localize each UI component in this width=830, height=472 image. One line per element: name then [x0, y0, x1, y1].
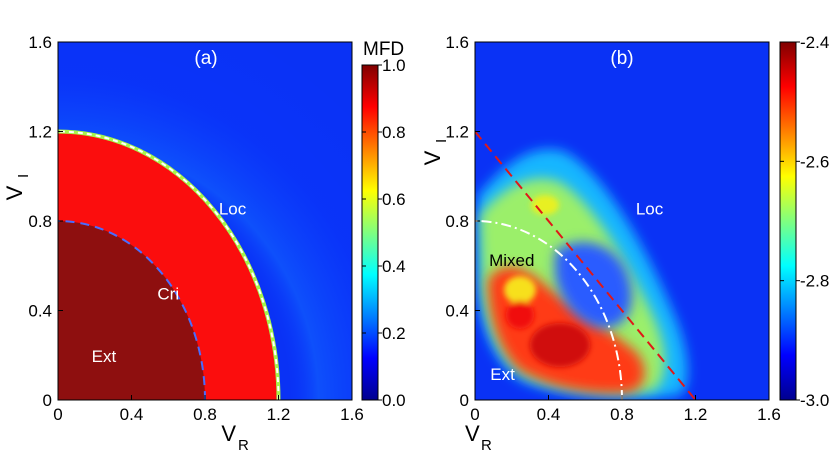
x-tick-label: 0 — [470, 405, 479, 424]
panel-b: 0 0.4 0.8 1.2 1.6 0 0.4 0.8 1.2 1.6 (b) Mixed Loc… — [420, 33, 781, 454]
panel-a-y-label-sub: I — [15, 174, 32, 178]
colorbar-tick-label: 0.6 — [382, 190, 406, 209]
colorbar-tick-label: -2.4 — [800, 33, 829, 52]
y-tick-label: 1.2 — [28, 123, 52, 142]
panel-a-label: (a) — [194, 48, 217, 69]
y-tick-label: 0.8 — [445, 212, 469, 231]
y-tick-label: 1.2 — [445, 123, 469, 142]
panel-b-x-axis: 0 0.4 0.8 1.2 1.6 — [470, 395, 781, 424]
x-tick-label: 1.2 — [267, 405, 291, 424]
y-tick-label: 1.6 — [445, 33, 469, 52]
panel-b-y-label: V — [420, 150, 445, 165]
y-tick-label: 0 — [460, 391, 469, 410]
panel-a-x-label-sub: R — [238, 437, 249, 454]
colorbar-a-title: MFD — [363, 39, 404, 60]
region-label-ext: Ext — [92, 347, 117, 366]
y-tick-label: 0 — [43, 391, 52, 410]
panel-a-x-axis: 0 0.4 0.8 1.2 1.6 — [53, 395, 364, 424]
y-tick-label: 0.8 — [28, 212, 52, 231]
colorbar-a-ticks: 0.0 0.2 0.4 0.6 0.8 1.0 — [362, 56, 406, 410]
panel-a-region-labels: Ext Cri Loc — [92, 199, 247, 366]
colorbar-b-scale — [779, 41, 797, 401]
colorbar-tick-label: 0.0 — [382, 391, 406, 410]
panel-b-x-label-sub: R — [481, 437, 492, 454]
colorbar-b-ticks: -3.0 -2.8 -2.6 -2.4 — [780, 33, 829, 410]
x-tick-label: 0.8 — [610, 405, 634, 424]
x-tick-label: 1.2 — [684, 405, 708, 424]
y-tick-label: 1.6 — [28, 33, 52, 52]
region-label-loc: Loc — [219, 199, 247, 218]
region-label-loc: Loc — [636, 199, 664, 218]
x-tick-label: 1.6 — [757, 405, 781, 424]
panel-b-y-axis: 0 0.4 0.8 1.2 1.6 — [445, 33, 480, 410]
colorbar-b: -3.0 -2.8 -2.6 -2.4 — [779, 33, 829, 410]
boundary-r08 — [58, 220, 206, 400]
panel-a: 0 0.4 0.8 1.2 1.6 0 0.4 0.8 1.2 1.6 (a) Ext Cri Lo… — [2, 33, 364, 454]
y-tick-label: 0.4 — [445, 302, 469, 321]
region-label-mixed: Mixed — [489, 251, 534, 270]
colorbar-tick-label: 0.2 — [382, 324, 406, 343]
region-label-ext: Ext — [490, 365, 515, 384]
x-tick-label: 0 — [53, 405, 62, 424]
colorbar-tick-label: -3.0 — [800, 391, 829, 410]
x-tick-label: 1.6 — [340, 405, 364, 424]
boundary-arc — [475, 220, 623, 400]
ext-region — [58, 221, 205, 400]
panel-b-heatmap — [475, 42, 769, 400]
panel-a-x-label: V — [221, 421, 236, 446]
panel-b-label: (b) — [610, 48, 633, 69]
x-tick-label: 0.8 — [193, 405, 217, 424]
x-tick-label: 0.4 — [120, 405, 144, 424]
blue-hole — [555, 242, 632, 329]
colorbar-a: MFD 0.0 0.2 0.4 0.6 0.8 1.0 — [361, 39, 406, 410]
boundary-linear — [475, 130, 697, 400]
panel-a-y-axis: 0 0.4 0.8 1.2 1.6 — [28, 33, 63, 410]
panel-b-region-labels: Mixed Loc Ext — [489, 199, 664, 384]
colorbar-tick-label: 1.0 — [382, 56, 406, 75]
panel-b-y-label-sub: I — [433, 139, 450, 143]
colorbar-tick-label: -2.8 — [800, 272, 829, 291]
colorbar-a-scale — [361, 64, 379, 401]
x-tick-label: 0.4 — [537, 405, 561, 424]
colorbar-tick-label: 0.4 — [382, 257, 406, 276]
boundary-r12 — [58, 130, 280, 400]
region-label-cri: Cri — [157, 284, 179, 303]
y-tick-label: 0.4 — [28, 302, 52, 321]
panel-a-heatmap — [58, 42, 352, 400]
panel-b-x-label-main: V — [465, 421, 480, 446]
colorbar-tick-label: 0.8 — [382, 123, 406, 142]
hot-spots — [504, 195, 590, 367]
panel-a-y-label: V — [2, 185, 27, 200]
colorbar-tick-label: -2.6 — [800, 152, 829, 171]
